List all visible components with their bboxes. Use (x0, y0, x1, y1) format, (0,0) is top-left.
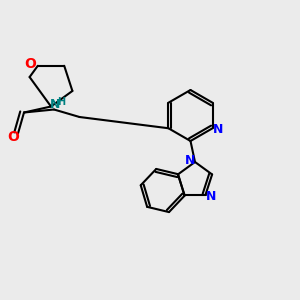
Text: N: N (206, 190, 216, 202)
Text: O: O (8, 130, 20, 143)
Text: N: N (185, 154, 196, 167)
Text: N: N (50, 98, 61, 112)
Text: N: N (212, 123, 223, 136)
Text: H: H (57, 97, 66, 107)
Text: O: O (24, 57, 36, 71)
